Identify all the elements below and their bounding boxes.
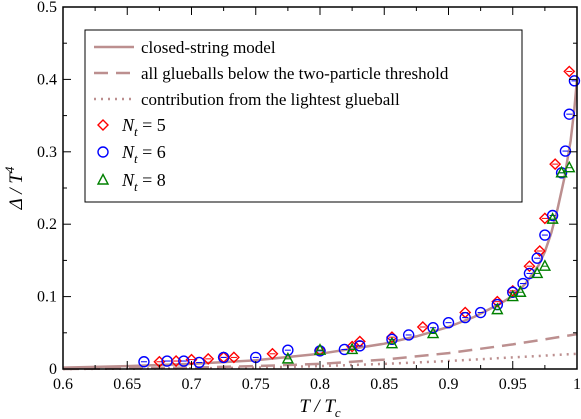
legend-label: Nt = 6: [121, 142, 166, 166]
x-tick-label: 0.65: [113, 376, 141, 393]
data-point-diamond: [353, 335, 366, 348]
data-point-triangle: [345, 342, 359, 355]
data-point-diamond: [314, 344, 326, 357]
legend-label-main: N: [121, 115, 135, 135]
y-tick-label: 0.4: [37, 71, 57, 88]
x-tick-label: 0.85: [370, 376, 398, 393]
axis-tick-labels: 0.6 0.65 0.7 0.75 0.8 0.85 0.9 0.95 1 0 0.1 0.2 0.3 0…: [37, 0, 581, 393]
data-point-circle: [539, 229, 551, 241]
data-point-circle: [138, 356, 150, 368]
curve-solid: [62, 79, 579, 369]
data-point-circle: [563, 108, 575, 120]
y-tick-label: 0.5: [37, 0, 57, 16]
data-point-triangle: [426, 326, 440, 339]
data-point-circle: [546, 209, 559, 222]
y-tick-label: 0: [49, 361, 57, 378]
data-point-triangle: [385, 336, 399, 349]
data-point-triangle: [313, 343, 327, 355]
data-point-triangle: [563, 160, 576, 173]
curve-dashed: [62, 332, 578, 371]
y-tick-label: 0.1: [37, 289, 57, 306]
legend-label: closed-string model: [141, 38, 276, 57]
data-point-diamond: [202, 352, 215, 365]
data-point-diamond: [533, 244, 546, 257]
data-point-circle: [474, 306, 487, 319]
x-tick-label: 0.8: [310, 376, 330, 393]
y-axis-label-sup: 4: [2, 166, 17, 173]
axis-ticks: [62, 6, 578, 370]
data-point-diamond: [266, 347, 279, 360]
data-point-circle: [161, 355, 173, 367]
legend-label-rest: = 5: [138, 115, 166, 135]
data-point-circle: [282, 344, 294, 356]
data-point-triangle: [281, 351, 295, 364]
legend-label: Nt = 5: [121, 115, 166, 139]
legend-label: contribution from the lightest glueball: [141, 90, 400, 109]
data-point-circle: [193, 356, 205, 369]
legend-label-sub: t: [134, 151, 138, 166]
legend-label: all glueballs below the two-particle thr…: [141, 64, 449, 83]
data-point-diamond: [227, 351, 240, 364]
data-point-circle: [568, 75, 581, 87]
data-point-diamond: [549, 158, 562, 171]
y-tick-label: 0.3: [37, 144, 57, 161]
data-point-circle: [427, 322, 439, 334]
data-point-circle: [178, 355, 190, 367]
data-point-circle: [354, 340, 366, 352]
x-tick-label: 0.95: [499, 376, 527, 393]
legend: closed-string model all glueballs below t…: [84, 29, 523, 203]
data-point-triangle: [538, 259, 552, 271]
legend-box: [84, 29, 523, 203]
legend-label-rest: = 8: [138, 170, 166, 190]
data-point-triangle: [514, 285, 527, 297]
data-point-circle: [531, 252, 543, 264]
legend-marker-triangle: [96, 172, 110, 185]
data-point-triangle: [546, 212, 559, 224]
legend-marker-circle: [97, 146, 109, 158]
legend-marker-diamond: [97, 119, 109, 131]
x-tick-label: 1: [573, 376, 581, 393]
legend-label-main: N: [121, 170, 135, 190]
x-tick-label: 0.75: [242, 376, 270, 393]
data-point-diamond: [523, 260, 536, 273]
legend-entries: closed-string model all glueballs below t…: [94, 38, 449, 194]
data-point-circle: [459, 311, 471, 324]
x-tick-label: 0.7: [182, 376, 202, 393]
x-axis-label-main: T / T: [299, 396, 336, 417]
x-axis-label: T / Tc: [299, 396, 341, 419]
legend-label-rest: = 6: [138, 142, 166, 162]
data-point-circle: [559, 145, 572, 157]
data-point-circle: [386, 333, 398, 346]
x-tick-label: 0.6: [53, 376, 73, 393]
legend-label: Nt = 8: [121, 170, 166, 194]
y-tick-label: 0.2: [37, 216, 57, 233]
legend-label-main: N: [121, 142, 135, 162]
data-point-diamond: [416, 321, 429, 333]
y-axis-label-main: Δ / T: [6, 172, 27, 211]
data-point-triangle: [491, 302, 504, 315]
y-axis-label: Δ / T4: [2, 166, 27, 210]
data-point-circle: [217, 351, 230, 364]
data-point-circle: [517, 277, 529, 290]
data-point-diamond: [563, 65, 576, 78]
data-point-circle: [442, 316, 455, 329]
x-axis-label-sub: c: [335, 405, 341, 419]
data-points: [138, 65, 581, 369]
legend-label-sub: t: [134, 179, 138, 194]
data-point-circle: [402, 329, 415, 341]
data-point-triangle: [531, 266, 544, 279]
x-tick-label: 0.9: [439, 376, 459, 393]
legend-label-sub: t: [134, 124, 138, 139]
